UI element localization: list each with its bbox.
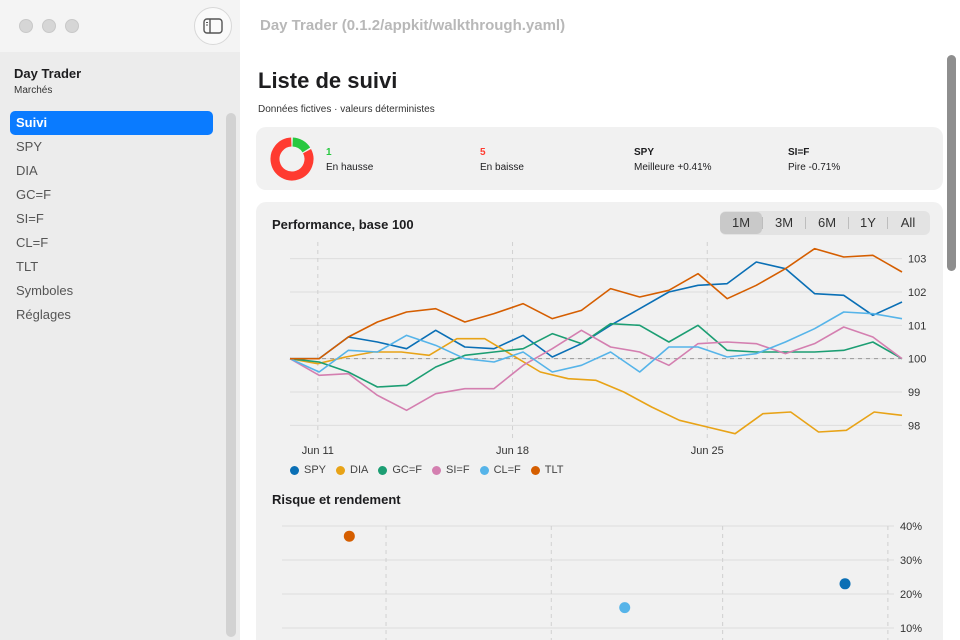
y-tick-label: 101 [908, 320, 926, 332]
series-line-spy [290, 261, 903, 360]
legend-item: TLT [530, 464, 564, 476]
sidebar-item-suivi[interactable]: Suivi [10, 111, 213, 135]
sidebar-icon [203, 18, 223, 34]
titlebar [0, 0, 240, 52]
stat-down: 5 En baisse [480, 147, 524, 173]
sidebar-item-reglages[interactable]: Réglages [16, 307, 71, 322]
up-down-donut-chart [270, 137, 314, 181]
y-tick-label: 10% [900, 623, 922, 635]
y-tick-label: 100 [908, 354, 926, 366]
range-segmented-control: 1M 3M 6M 1Y All [720, 211, 930, 235]
zoom-window-button[interactable] [65, 19, 79, 33]
y-tick-label: 102 [908, 287, 926, 299]
legend-swatch [432, 465, 442, 475]
stat-best-label: Meilleure +0.41% [634, 162, 712, 173]
risk-return-scatter-chart: 40% 30% 20% 10% [282, 521, 922, 640]
series-line-cl-f [289, 311, 903, 373]
legend-swatch [378, 465, 388, 475]
legend-label: DIA [350, 464, 369, 476]
legend-label: SPY [304, 464, 327, 476]
sidebar-item-cl-f[interactable]: CL=F [16, 235, 49, 250]
app-title: Day Trader [14, 66, 82, 81]
main-scrollbar[interactable] [947, 55, 956, 271]
y-tick-label: 20% [900, 589, 922, 601]
series-line-gc-f [289, 322, 903, 388]
page-subtitle: Données fictives · valeurs déterministes [258, 104, 435, 115]
stat-up-value: 1 [326, 147, 332, 158]
range-6m-button[interactable]: 6M [817, 215, 837, 230]
window-title: Day Trader (0.1.2/appkit/walkthrough.yam… [260, 17, 566, 34]
donut-up-slice [292, 137, 311, 153]
legend-swatch [479, 465, 489, 475]
stat-worst-label: Pire -0.71% [788, 162, 841, 173]
legend-label: SI=F [446, 464, 470, 476]
sidebar-item-si-f[interactable]: SI=F [16, 211, 44, 226]
minimize-window-button[interactable] [42, 19, 56, 33]
scatter-point-cl-f [619, 602, 631, 614]
chart-legend: SPY DIA GC=F SI=F CL=F TLT [290, 464, 564, 476]
stat-up: 1 En hausse [326, 147, 373, 173]
toggle-sidebar-button[interactable] [194, 7, 232, 45]
x-tick-label: Jun 18 [496, 445, 529, 457]
stat-best-value: SPY [634, 147, 655, 158]
stat-best: SPY Meilleure +0.41% [634, 147, 712, 173]
y-tick-label: 99 [908, 387, 920, 399]
performance-title: Performance, base 100 [272, 217, 414, 232]
legend-label: TLT [544, 464, 564, 476]
page-title: Liste de suivi [258, 68, 398, 93]
legend-label: CL=F [493, 464, 521, 476]
y-tick-label: 40% [900, 521, 922, 533]
legend-item: SPY [290, 464, 326, 476]
stat-worst: SI=F Pire -0.71% [788, 147, 840, 173]
series-line-dia [289, 337, 903, 435]
legend-item: GC=F [378, 464, 422, 476]
legend-swatch [336, 465, 346, 475]
legend-swatch [290, 465, 299, 475]
sidebar-item-tlt[interactable]: TLT [16, 259, 39, 274]
stat-down-value: 5 [480, 147, 486, 158]
sidebar: Day Trader Marchés Suivi SPY DIA GC=F SI… [0, 0, 240, 640]
range-all-button[interactable]: All [900, 215, 916, 230]
series-line-si-f [289, 326, 903, 412]
segment-divider [805, 217, 806, 229]
stat-worst-value: SI=F [788, 147, 810, 158]
performance-line-chart: 98 99 100 101 102 103 Jun 11 Jun 18 Jun 25 [289, 242, 926, 457]
summary-card: 1 En hausse 5 En baisse SPY Meilleure +0… [256, 127, 943, 190]
legend-item: SI=F [432, 464, 470, 476]
legend-item: DIA [336, 464, 368, 476]
sidebar-item-dia[interactable]: DIA [16, 163, 38, 178]
y-tick-label: 30% [900, 555, 922, 567]
scatter-point-spy [839, 578, 851, 590]
y-tick-label: 103 [908, 254, 926, 266]
performance-card: Performance, base 100 1M 3M 6M 1Y All 98… [256, 202, 943, 640]
stat-down-label: En baisse [480, 162, 524, 173]
y-tick-label: 98 [908, 420, 920, 432]
range-1y-button[interactable]: 1Y [860, 215, 876, 230]
sidebar-item-symboles[interactable]: Symboles [16, 283, 74, 298]
segment-divider [848, 217, 849, 229]
main-content: Day Trader (0.1.2/appkit/walkthrough.yam… [240, 0, 960, 640]
sidebar-scrollbar[interactable] [226, 113, 236, 637]
range-3m-button[interactable]: 3M [774, 215, 794, 230]
app-subtitle: Marchés [14, 85, 53, 96]
sidebar-item-gc-f[interactable]: GC=F [16, 187, 52, 202]
series-line-tlt [290, 247, 903, 360]
sidebar-nav: Suivi SPY DIA GC=F SI=F CL=F TLT Symbole… [10, 111, 213, 327]
legend-swatch [530, 465, 540, 475]
stat-up-label: En hausse [326, 162, 374, 173]
sidebar-item-spy[interactable]: SPY [16, 139, 43, 154]
risk-title: Risque et rendement [272, 492, 401, 507]
x-tick-label: Jun 25 [691, 445, 724, 457]
app-brand: Day Trader Marchés [14, 66, 81, 96]
donut-down-slice [270, 137, 314, 181]
legend-item: CL=F [479, 464, 521, 476]
range-1m-button[interactable]: 1M [720, 212, 762, 234]
segment-divider [762, 217, 763, 229]
segment-divider [887, 217, 888, 229]
close-window-button[interactable] [19, 19, 33, 33]
legend-label: GC=F [392, 464, 423, 476]
x-tick-label: Jun 11 [302, 445, 334, 457]
scatter-point-tlt [343, 530, 355, 542]
